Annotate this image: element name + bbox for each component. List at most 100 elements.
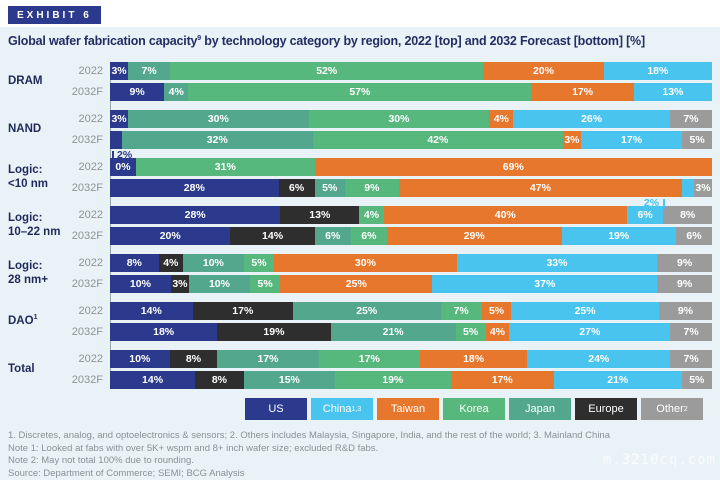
year-label: 2022 [78, 65, 103, 77]
year-label: 2032F [71, 374, 103, 386]
bar-segment-us: 3% [110, 110, 129, 128]
year-label: 2032F [71, 326, 103, 338]
footnotes: 1. Discretes, analog, and optoelectronic… [8, 430, 610, 480]
exhibit-badge: EXHIBIT 6 [8, 6, 101, 24]
chart: DRAM 2022 3% 7% 52% 20% 18% 2032F 9% 4% 57% 17% 13% N… [8, 62, 713, 398]
bar-segment-other: 7% [669, 110, 712, 128]
bar-segment-korea: 17% [318, 350, 420, 368]
year-label: 2032F [71, 134, 103, 146]
bar-segment-japan: 6% [314, 227, 351, 245]
stacked-bar: 8% 4% 10% 5% 30% 33% 9% [110, 254, 713, 272]
bar-segment-korea: 9% [344, 179, 399, 197]
bar-segment-taiwan: 20% [483, 62, 604, 80]
segment-callout-us: 2% [112, 149, 132, 161]
footnote-line: Source: Department of Commerce; SEMI; BC… [8, 467, 245, 479]
header-background [0, 0, 720, 27]
bar-row: 2022 10% 8% 17% 17% 18% 24% 7% [70, 350, 712, 368]
year-label: 2022 [78, 161, 103, 173]
bar-segment-korea: 57% [188, 83, 532, 101]
bar-segment-us: 9% [110, 83, 165, 101]
bar-segment-other: 7% [670, 350, 712, 368]
bar-segment-china: 26% [513, 110, 670, 128]
bar-segment-europe: 3% [170, 275, 190, 293]
footnote-line: 1. Discretes, analog, and optoelectronic… [8, 430, 610, 441]
legend-item-europe: Europe [575, 398, 637, 420]
stacked-bar: 10% 8% 17% 17% 18% 24% 7% [110, 350, 712, 368]
bar-segment-china: 18% [603, 62, 713, 80]
bar-segment-japan: 10% [182, 254, 244, 272]
bar-segment-us: 14% [110, 302, 193, 320]
bar-segment-china: 24% [527, 350, 671, 368]
bar-segment-us: 10% [110, 275, 171, 293]
legend-item-taiwan: Taiwan [377, 398, 439, 420]
bar-row: 2022 3% 7% 52% 20% 18% [70, 62, 713, 80]
bar-segment-taiwan: 29% [386, 227, 562, 245]
chart-title-text: Global wafer fabrication capacity [8, 34, 198, 48]
bar-segment-korea: 7% [440, 302, 482, 320]
bar-segment-korea: 52% [170, 62, 484, 80]
bar-segment-china: 37% [432, 275, 658, 293]
bar-segment-europe: 8% [195, 371, 244, 389]
category-label: DAO1 [8, 314, 38, 328]
bar-segment-taiwan: 40% [383, 206, 627, 224]
bar-row: 2022 8% 4% 10% 5% 30% 33% 9% [70, 254, 713, 272]
category-label: Logic: 28 nm+ [8, 259, 48, 286]
stacked-bar: 14% 17% 25% 7% 5% 25% 9% [110, 302, 712, 320]
bar-segment-other: 3% [693, 179, 713, 197]
chart-group: NAND 2022 3% 30% 30% 4% 26% 7% 2032F 2% 32% 42% 3% 17… [8, 110, 712, 161]
bar-segment-china: 33% [456, 254, 658, 272]
bar-segment-taiwan: 69% [314, 158, 712, 176]
bar-segment-europe: 4% [158, 254, 183, 272]
legend-item-korea: Korea [443, 398, 505, 420]
bar-segment-europe: 17% [192, 302, 293, 320]
bar-row: 2032F 10% 3% 10% 5% 25% 37% 9% [70, 275, 713, 293]
bar-segment-japan: 21% [330, 323, 456, 341]
bar-segment-taiwan: 25% [280, 275, 433, 293]
bar-row: 2032F 20% 14% 6% 6% 29% 19% 6% [70, 227, 713, 245]
year-label: 2032F [71, 230, 103, 242]
category-label: Logic: <10 nm [8, 163, 48, 190]
bar-segment-taiwan: 18% [419, 350, 528, 368]
legend-footnote-marker: 2 [683, 405, 688, 413]
bar-segment-other: 7% [670, 323, 712, 341]
year-label: 2022 [78, 209, 103, 221]
stacked-bar: 20% 14% 6% 6% 29% 19% 6% [110, 227, 713, 245]
bar-segment-china: 13% [633, 83, 713, 101]
stacked-bar: 28% 13% 4% 40% 6% 8% [110, 206, 712, 224]
chart-group: DAO1 2022 14% 17% 25% 7% 5% 25% 9% 2032F 18% 19% 21%… [8, 302, 712, 341]
stacked-bar: 14% 8% 15% 19% 17% 21% 5% [110, 371, 712, 389]
bar-segment-us: 20% [110, 227, 231, 245]
stacked-bar: 3% 7% 52% 20% 18% [110, 62, 713, 80]
chart-group: Logic: <10 nm 2022 0% 31% 69% 2032F 28% 6% 5% 9% 4… [8, 158, 713, 209]
bar-segment-korea: 31% [136, 158, 315, 176]
year-label: 2032F [71, 278, 103, 290]
bar-segment-europe: 6% [278, 179, 315, 197]
bar-segment-us: 28% [110, 206, 281, 224]
bar-segment-taiwan: 4% [489, 110, 514, 128]
year-label: 2022 [78, 257, 103, 269]
bar-segment-japan: 30% [128, 110, 309, 128]
bar-segment-japan: 32% [121, 131, 313, 149]
bar-segment-japan: 10% [189, 275, 250, 293]
bar-segment-korea: 42% [312, 131, 563, 149]
legend: US China 1,3 Taiwan Korea Japan Europe Other 2 [245, 398, 703, 420]
year-label: 2022 [78, 305, 103, 317]
bar-segment-other: 9% [657, 254, 713, 272]
year-label: 2032F [71, 182, 103, 194]
bar-segment-taiwan: 5% [481, 302, 512, 320]
bar-segment-china: 25% [511, 302, 659, 320]
category-footnote-marker: 1 [33, 314, 38, 322]
bar-segment-other: 9% [658, 302, 712, 320]
chart-group: Logic: 10–22 nm 2022 28% 13% 4% 40% 6% 8% 2032F 2… [8, 206, 713, 245]
stacked-bar: 18% 19% 21% 5% 4% 27% 7% [110, 323, 712, 341]
stacked-bar: 28% 6% 5% 9% 47% 2% 3% [110, 179, 713, 209]
category-label: NAND [8, 122, 42, 135]
year-label: 2022 [78, 113, 103, 125]
bar-segment-other: 5% [681, 371, 712, 389]
bar-segment-europe: 13% [280, 206, 360, 224]
year-label: 2022 [78, 353, 103, 365]
watermark: m.3210cq.com [602, 452, 716, 468]
footnote-line: Note 1: Looked at fabs with over 5K+ wsp… [8, 442, 379, 454]
chart-title-footnote-marker: 9 [197, 34, 201, 42]
bar-segment-us: 0% [110, 158, 136, 176]
